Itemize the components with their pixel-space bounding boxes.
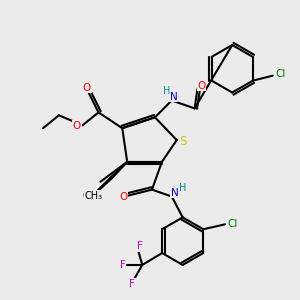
Text: H: H [179, 183, 186, 193]
Text: CH₃: CH₃ [82, 190, 100, 201]
Text: O: O [73, 121, 81, 131]
Text: Cl: Cl [228, 219, 238, 229]
Text: N: N [171, 188, 178, 198]
Text: O: O [119, 192, 128, 202]
Text: O: O [82, 82, 91, 93]
Text: F: F [137, 241, 143, 251]
Text: S: S [179, 135, 186, 148]
Text: F: F [119, 260, 125, 270]
Text: H: H [163, 85, 170, 96]
Text: F: F [129, 279, 135, 289]
Text: Cl: Cl [275, 69, 286, 79]
Text: O: O [197, 81, 206, 91]
Text: CH₃: CH₃ [85, 190, 103, 201]
Text: N: N [170, 92, 178, 101]
